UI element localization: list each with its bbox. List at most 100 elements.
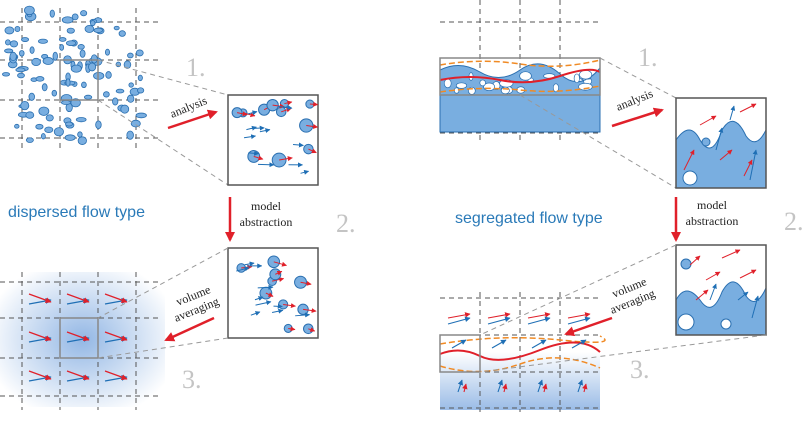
droplet bbox=[135, 49, 144, 57]
red-arrow bbox=[279, 156, 293, 162]
red-arrow bbox=[309, 101, 319, 107]
bound-line bbox=[439, 335, 606, 345]
red-arrow bbox=[28, 331, 52, 341]
droplet bbox=[120, 104, 130, 114]
arrow-label: analysis bbox=[614, 86, 655, 114]
gas-pocket bbox=[455, 82, 468, 89]
bubble bbox=[720, 318, 732, 330]
blue-arrow bbox=[537, 379, 544, 393]
droplet bbox=[35, 76, 45, 82]
red-arrow bbox=[66, 293, 90, 303]
bubble bbox=[271, 152, 287, 168]
droplet bbox=[59, 44, 65, 51]
droplet bbox=[83, 94, 93, 100]
bubble bbox=[682, 170, 698, 186]
red-arrow bbox=[582, 383, 588, 393]
droplet bbox=[14, 123, 20, 129]
droplet bbox=[9, 51, 17, 62]
blue-arrow bbox=[527, 316, 551, 325]
red-arrow bbox=[273, 261, 287, 267]
blue-arrow bbox=[567, 316, 591, 325]
arrow-label: abstraction bbox=[240, 215, 293, 229]
blue-arrow bbox=[571, 339, 587, 349]
droplet bbox=[65, 121, 73, 127]
droplet bbox=[44, 126, 54, 134]
blue-arrow bbox=[246, 125, 257, 131]
droplet bbox=[135, 112, 147, 119]
droplet bbox=[130, 119, 141, 128]
red-arrow bbox=[272, 277, 285, 282]
droplet bbox=[90, 20, 96, 27]
arrow-label: model bbox=[251, 199, 282, 213]
zoom-guide bbox=[97, 99, 229, 186]
red-arrow bbox=[683, 149, 695, 171]
zoom-guide bbox=[97, 59, 229, 96]
droplet bbox=[37, 38, 48, 44]
droplet bbox=[95, 120, 102, 130]
blue-arrow bbox=[715, 127, 724, 151]
droplet bbox=[77, 131, 83, 138]
red-arrow bbox=[699, 115, 717, 126]
droplet bbox=[25, 111, 35, 119]
blue-arrow bbox=[293, 142, 304, 148]
droplet bbox=[20, 100, 30, 111]
red-arrow bbox=[721, 249, 741, 259]
droplet bbox=[81, 81, 87, 89]
droplet bbox=[70, 64, 82, 73]
zoom-box bbox=[227, 247, 319, 339]
gas-pocket bbox=[552, 83, 559, 93]
droplet bbox=[127, 94, 135, 103]
droplet bbox=[60, 100, 72, 105]
gas-pocket bbox=[573, 73, 580, 84]
droplet bbox=[42, 57, 54, 65]
gas-pocket bbox=[579, 69, 593, 80]
droplet bbox=[51, 89, 58, 97]
red-arrow bbox=[302, 308, 317, 314]
droplet bbox=[65, 40, 77, 47]
blue-arrow bbox=[244, 261, 255, 267]
droplet bbox=[40, 133, 46, 140]
gas-pocket bbox=[500, 86, 510, 95]
droplet bbox=[104, 48, 110, 56]
liquid-layer bbox=[439, 91, 601, 133]
red-arrow bbox=[253, 155, 264, 161]
droplet bbox=[14, 25, 21, 33]
blue-arrow bbox=[577, 379, 584, 393]
gas-pocket bbox=[479, 79, 486, 87]
droplet bbox=[9, 40, 19, 48]
flow-type-title: dispersed flow type bbox=[8, 204, 145, 221]
red-arrow bbox=[689, 255, 701, 266]
red-arrow bbox=[719, 149, 733, 161]
arrow-label: abstraction bbox=[686, 214, 739, 228]
droplet bbox=[84, 24, 95, 33]
red-arrow bbox=[236, 111, 248, 117]
blue-arrow bbox=[250, 311, 261, 316]
zoom-region bbox=[59, 59, 99, 101]
red-arrow bbox=[705, 271, 721, 281]
zoom-guide bbox=[479, 334, 767, 373]
droplet bbox=[103, 91, 110, 98]
droplet bbox=[112, 97, 119, 106]
red-arrow bbox=[447, 312, 471, 319]
process-arrow bbox=[611, 107, 664, 128]
blue-arrow bbox=[259, 128, 271, 133]
red-arrow bbox=[462, 383, 468, 393]
red-arrow bbox=[283, 303, 296, 309]
droplet bbox=[75, 117, 87, 123]
red-arrow bbox=[527, 312, 551, 319]
interface-line bbox=[439, 68, 601, 84]
droplet bbox=[25, 137, 34, 143]
blue-arrow bbox=[236, 266, 250, 272]
blue-arrow bbox=[295, 312, 311, 318]
droplet bbox=[15, 67, 26, 73]
droplet bbox=[29, 46, 35, 54]
droplet bbox=[137, 74, 143, 82]
step-label: 1. bbox=[186, 53, 206, 82]
blue-arrow bbox=[258, 162, 275, 168]
blue-arrow bbox=[497, 379, 504, 393]
red-arrow bbox=[66, 331, 90, 341]
red-arrow bbox=[739, 103, 757, 113]
droplet bbox=[28, 92, 35, 101]
bound-line bbox=[439, 85, 601, 93]
